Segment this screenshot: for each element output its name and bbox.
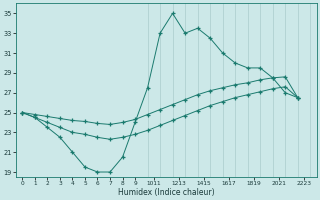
X-axis label: Humidex (Indice chaleur): Humidex (Indice chaleur) [118, 188, 215, 197]
